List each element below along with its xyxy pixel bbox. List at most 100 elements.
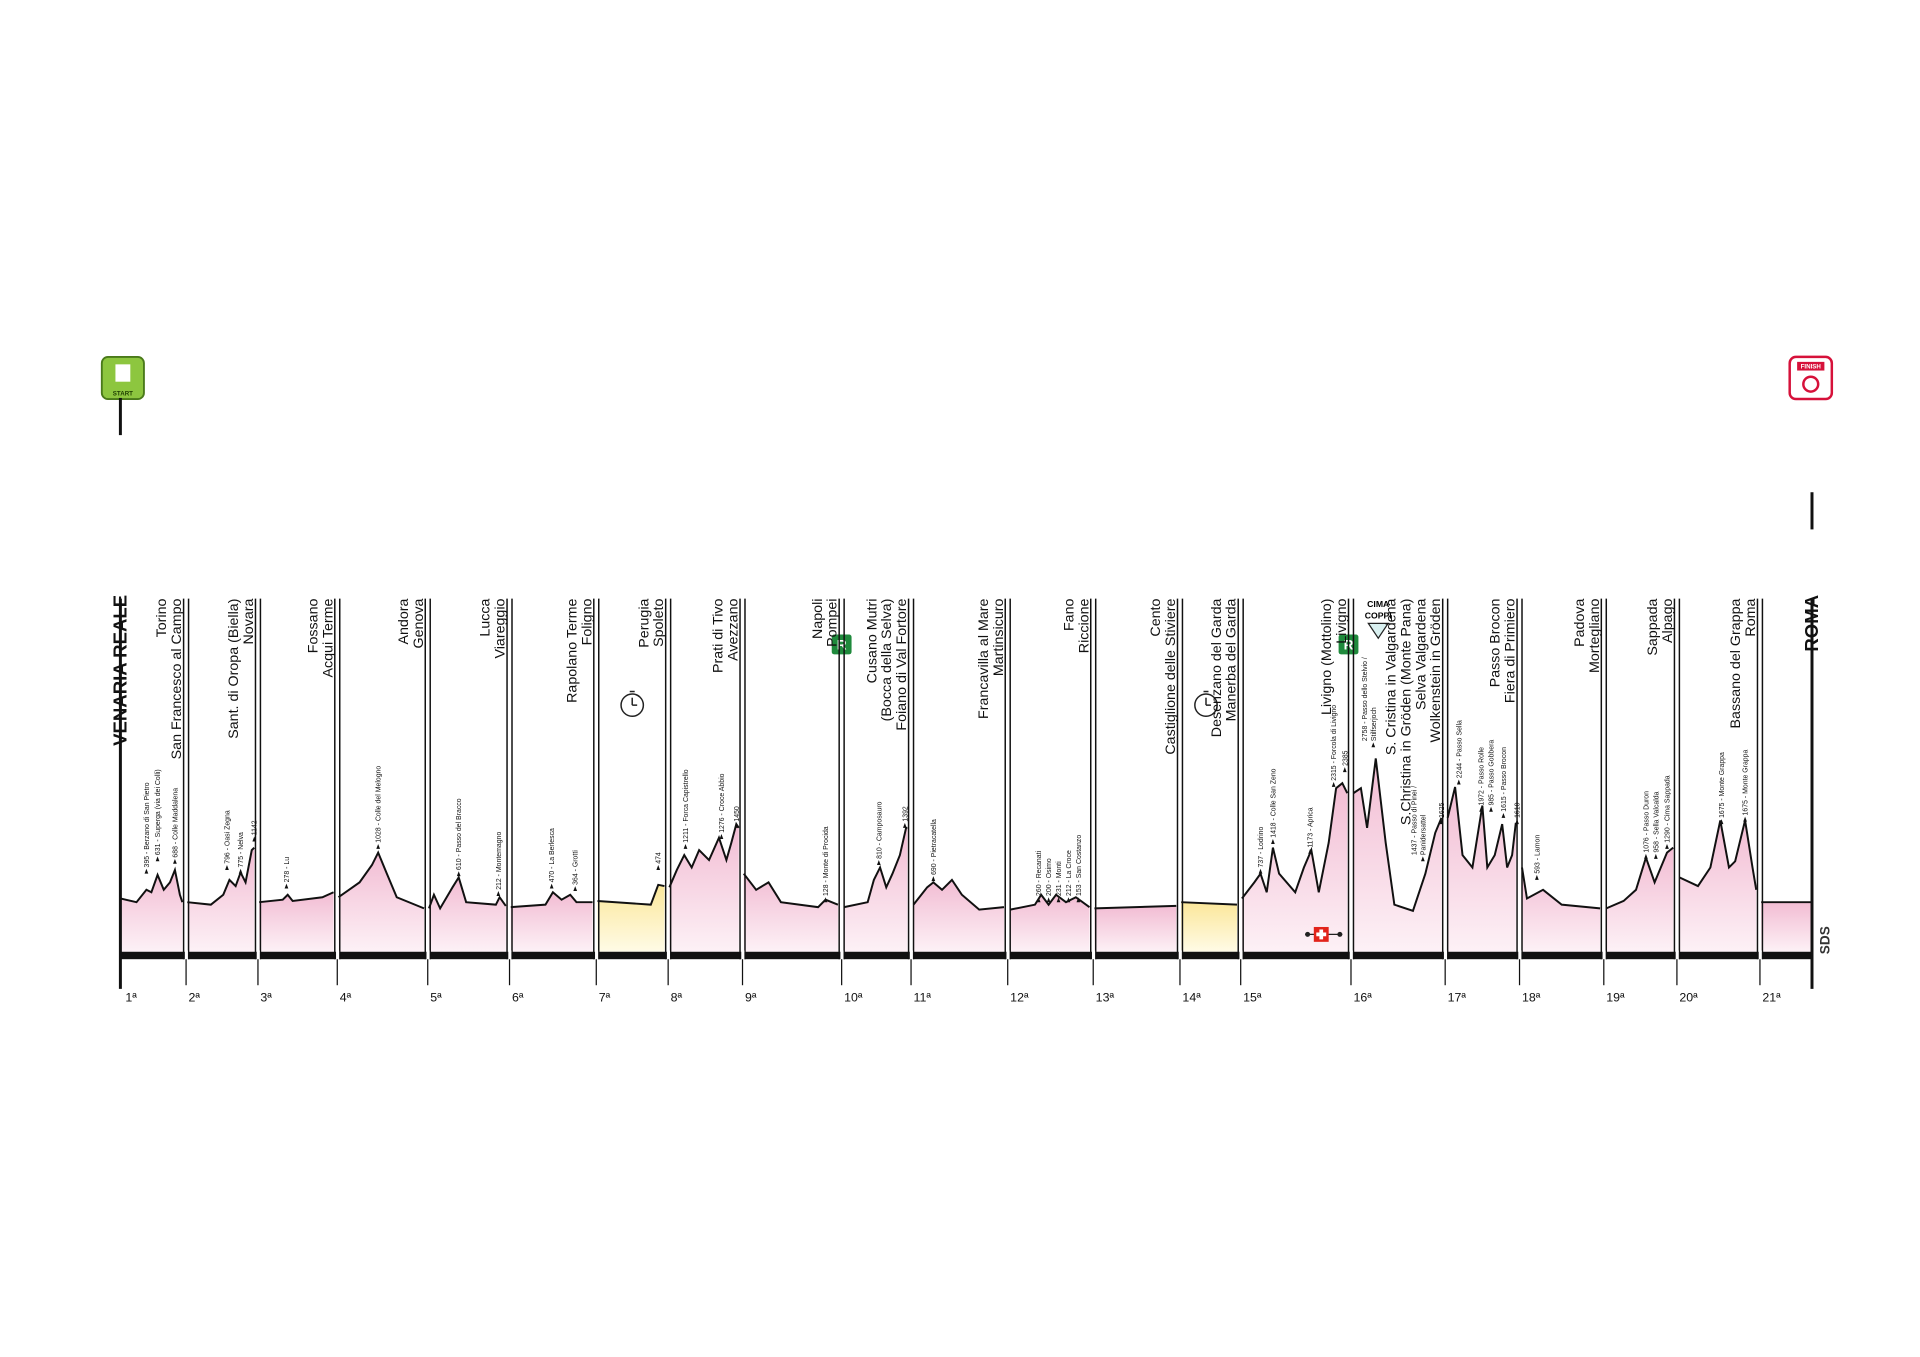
town-label: Lucca <box>478 598 494 636</box>
town-label: Foligno <box>579 599 595 646</box>
stage-profile <box>1353 758 1442 952</box>
stage-profile <box>669 824 739 952</box>
climb-marker <box>1371 742 1376 748</box>
separator-gap <box>1349 950 1353 961</box>
finish-badge: FINISH <box>1788 355 1834 401</box>
separator-gap <box>336 950 340 961</box>
profile-outline <box>187 846 255 906</box>
town-label: Desenzano del Garda <box>1209 599 1225 738</box>
climb-marker <box>931 876 936 882</box>
climb-label: 1675 - Monte Grappa <box>1743 749 1750 815</box>
badge-text: START <box>113 390 133 397</box>
badge-text: FINISH <box>1801 364 1822 371</box>
town-label: Fiera di Primiero <box>1503 599 1519 704</box>
town-label: Fano <box>1061 598 1077 631</box>
climb-marker <box>1056 897 1061 903</box>
climb-marker <box>1501 812 1506 818</box>
town-label: Acqui Terme <box>320 599 336 678</box>
climb-label: 1028 - Colle del Melogno <box>376 766 383 843</box>
separator-gap <box>184 950 188 961</box>
separator-gap <box>840 950 844 961</box>
separator-gap <box>1239 950 1243 961</box>
climb-marker <box>1308 848 1312 854</box>
stage-label: 19ª <box>1606 990 1625 1004</box>
profile-outline <box>259 891 334 904</box>
town-label: Livigno (Mottolino) <box>1319 599 1335 715</box>
profile-outline <box>1352 758 1443 913</box>
climb-label: 1610 <box>1515 802 1522 818</box>
town-label: Genova <box>411 599 427 649</box>
climb-marker <box>225 865 229 870</box>
climb-marker <box>1258 868 1263 874</box>
climb-marker <box>252 836 257 842</box>
profile-outline <box>1009 893 1091 911</box>
climb-label: 395 - Berzano di San Pietro <box>144 782 151 867</box>
separator-gap <box>1178 950 1182 961</box>
cima-coppi-text: COPPI <box>1365 610 1392 620</box>
town-label: Spoleto <box>651 599 667 647</box>
town-label: S.Christina in Gröden (Monte Pana) <box>1398 599 1414 826</box>
climb-label: 1437 - Passo di Pinei / <box>1412 786 1419 855</box>
climb-label: 1675 - Monte Grappa <box>1719 752 1726 818</box>
town-label: Cusano Mutri <box>864 599 880 684</box>
stage-profile <box>1447 786 1516 952</box>
stage-profile <box>1094 905 1177 952</box>
profile-outline <box>1241 781 1349 900</box>
climb-label: 153 - San Costanzo <box>1076 835 1083 896</box>
distance-bar <box>120 951 1812 960</box>
town-label: Riccione <box>1076 599 1092 654</box>
climb-marker <box>284 883 289 889</box>
stage-profile <box>844 827 908 952</box>
climb-marker <box>1456 779 1461 785</box>
stage-label: 1ª <box>125 990 137 1004</box>
town-label: San Francesco al Campo <box>169 599 185 760</box>
town-label: Foiano di Val Fortore <box>894 599 910 731</box>
climb-marker <box>1076 897 1081 903</box>
separator-gap <box>1443 950 1448 961</box>
stage-profile <box>120 869 183 952</box>
climb-label: 474 <box>656 852 663 864</box>
stage-profile <box>913 879 1004 952</box>
climb-label: 278 - Lu <box>284 857 291 883</box>
separator-gap <box>1758 950 1762 961</box>
climb-label: 1418 - Colle San Zeno <box>1270 768 1277 837</box>
stage-profile <box>1522 867 1601 952</box>
climb-label: 200 - Osimo <box>1046 858 1053 896</box>
profile-outline <box>1446 786 1517 871</box>
climb-marker <box>173 858 177 864</box>
profiles <box>120 758 1812 952</box>
profile-outline <box>1521 867 1601 910</box>
separator-gap <box>595 950 599 961</box>
stage-label: 10ª <box>844 990 863 1004</box>
climb-marker <box>1342 767 1347 773</box>
town-label: Mortegliano <box>1587 599 1603 674</box>
badge-text: R <box>837 637 847 652</box>
town-label: Passo Brocon <box>1488 599 1504 688</box>
stage-profile <box>1181 902 1237 952</box>
town-label: (Bocca della Selva) <box>879 599 895 722</box>
climb-label: Panidersattel <box>1420 814 1427 855</box>
climb-marker <box>823 897 828 903</box>
profile-outline <box>668 821 740 888</box>
climb-label: 2385 <box>1342 750 1349 766</box>
profile-outline <box>1678 820 1758 890</box>
climb-label: 1450 <box>734 806 741 822</box>
town-label: Sant. di Oropa (Biella) <box>226 599 242 739</box>
profile-outline <box>120 866 184 904</box>
climb-marker <box>1535 874 1539 880</box>
climb-label: 796 - Oasi Zegna <box>224 810 231 864</box>
profile-outline <box>1094 904 1177 910</box>
town-label: Alpago <box>1660 598 1676 642</box>
climb-label: 1290 - Cima Sappada <box>1664 775 1671 842</box>
climb-marker <box>1665 843 1669 849</box>
stage-profile <box>1761 902 1812 952</box>
climb-marker <box>1271 838 1275 844</box>
climb-label: 631 - Superga (via dei Colli) <box>155 769 162 855</box>
climb-label: 610 - Passo del Bracco <box>456 798 463 870</box>
town-label: Manerba del Garda <box>1224 598 1240 721</box>
separator-gap <box>909 950 913 961</box>
stage-profile <box>743 873 838 952</box>
climb-marker <box>1046 897 1051 903</box>
climb-label: 1392 <box>902 806 909 822</box>
